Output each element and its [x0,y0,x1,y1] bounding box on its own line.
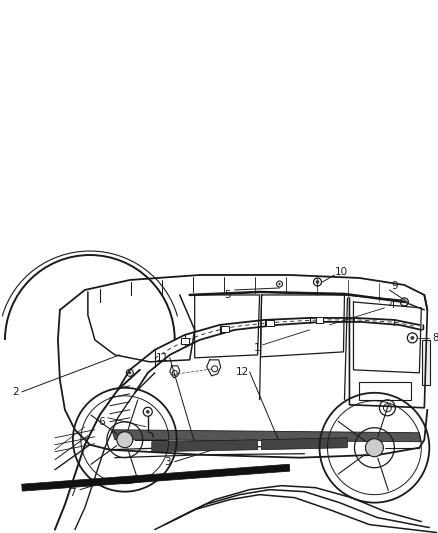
Polygon shape [22,464,290,491]
Bar [360,382,411,400]
Text: 7: 7 [70,488,76,498]
Polygon shape [152,440,258,451]
Text: 11: 11 [156,353,170,363]
Bar [315,317,324,323]
Circle shape [146,410,149,414]
Text: 4: 4 [388,300,395,310]
Text: 1: 1 [254,343,261,353]
Bar [221,326,229,332]
Text: 8: 8 [432,333,438,343]
Text: 10: 10 [335,267,348,277]
Circle shape [410,336,414,340]
Bar [422,340,430,385]
Text: 12: 12 [236,367,249,377]
Bar [181,338,189,344]
Text: 2: 2 [13,387,19,397]
Polygon shape [112,430,421,442]
Text: 3: 3 [164,457,171,467]
Polygon shape [261,438,347,450]
Circle shape [117,432,133,448]
Text: 5: 5 [224,290,231,300]
Circle shape [279,283,281,285]
Circle shape [128,372,131,374]
Circle shape [365,439,383,457]
Bar [265,320,274,326]
Circle shape [316,280,319,284]
Text: 9: 9 [391,281,398,291]
Text: 6: 6 [99,417,105,427]
